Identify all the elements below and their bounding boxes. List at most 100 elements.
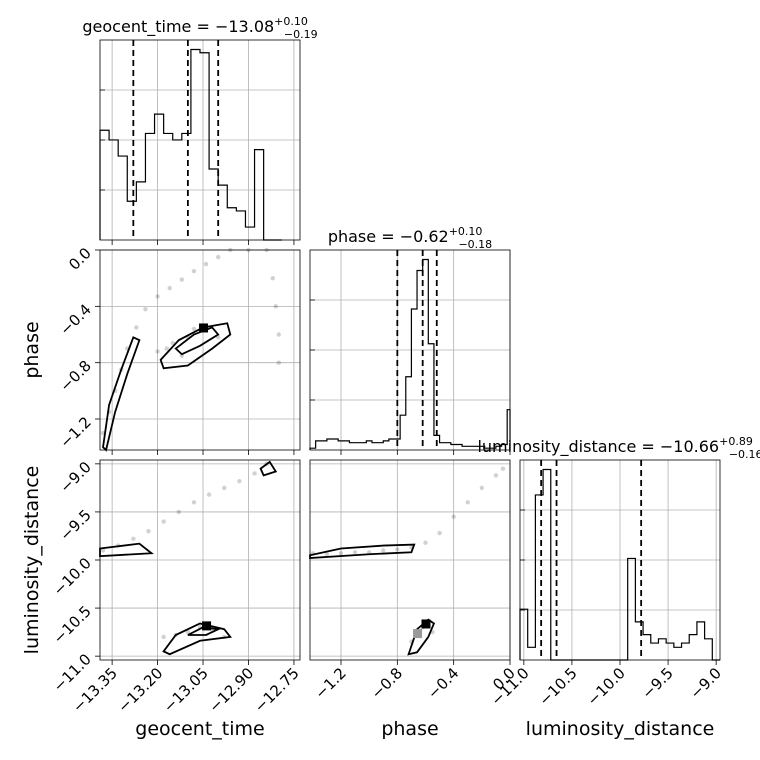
title-lower: −0.19 (284, 28, 318, 41)
y-axis-label-luminosity-distance: luminosity_distance (21, 466, 43, 655)
title-upper: +0.10 (274, 15, 308, 28)
sample-point (131, 536, 136, 542)
sample-point (451, 514, 456, 519)
sample-point (215, 254, 221, 260)
sample-point (161, 634, 166, 640)
sample-point (252, 471, 257, 476)
histogram-geocent_time (99, 48, 282, 241)
contour-tail (102, 336, 141, 452)
histogram-luminosity_distance (519, 468, 720, 661)
sample-point (164, 346, 169, 351)
x-tick-label: −10.5 (536, 664, 581, 709)
y-axis-label-phase: phase (21, 321, 43, 378)
panel-frame (309, 249, 511, 451)
sample-point (338, 551, 344, 556)
panel-luminosity_distance-vs-geocent_time (99, 459, 301, 661)
title-prefix: geocent_time = −13.08 (82, 17, 274, 37)
x-axis-label-luminosity-distance: luminosity_distance (526, 718, 715, 740)
sample-point (381, 548, 386, 553)
sample-point (134, 325, 139, 330)
contour-end (259, 460, 278, 477)
x-tick-label: −0.8 (368, 664, 406, 702)
sample-point (500, 466, 506, 471)
contour-outer (159, 322, 232, 370)
title-lower: −0.16 (729, 448, 760, 461)
title-main: geocent_time = −13.08+0.10 −0.19 (82, 15, 317, 41)
sample-point (167, 285, 172, 291)
sample-point (273, 304, 278, 309)
sample-point (155, 294, 160, 299)
sample-point (276, 332, 281, 337)
y-tick-label: −10.5 (50, 602, 95, 647)
sample-point (479, 485, 485, 491)
title-prefix: luminosity_distance = −10.66 (477, 437, 719, 457)
title-phase: phase = −0.62+0.10 −0.18 (328, 225, 492, 251)
x-tick-label: −9.0 (686, 664, 724, 702)
sample-point (270, 275, 275, 281)
panel-frame (99, 249, 301, 451)
y-tick-label: −10.0 (50, 554, 95, 599)
x-axis-label-geocent-time: geocent_time (135, 718, 264, 740)
sample-point (203, 261, 209, 267)
peak-marker (202, 621, 212, 631)
sample-point (185, 629, 191, 635)
panel-luminosity_distance-vs-phase (309, 459, 511, 661)
title-main: phase = −0.62+0.10 −0.18 (328, 225, 492, 251)
sample-point (465, 500, 470, 505)
panels-layer: −13.35−13.20−13.05−12.90−12.75 −1.2 −0.8 −0… (50, 39, 725, 716)
sample-point (170, 340, 175, 346)
panel-frame (309, 459, 511, 661)
sample-point (437, 530, 442, 536)
sample-point (100, 548, 106, 553)
x-tick-label: −12.75 (251, 664, 303, 716)
title-upper: +0.10 (449, 225, 483, 238)
sample-point (179, 277, 185, 282)
sample-point (352, 550, 358, 555)
sample-point (191, 326, 197, 332)
title-prefix: phase = −0.62 (328, 227, 449, 246)
title-geocent_time: geocent_time = −13.08+0.10 −0.19 (82, 15, 317, 41)
x-tick-label: −13.05 (160, 664, 212, 716)
peak-marker (199, 323, 209, 333)
y-tick-label: −0.4 (56, 300, 94, 338)
sample-point (176, 509, 181, 515)
contour-ridge (309, 543, 416, 560)
y-tick-label: −9.5 (56, 506, 94, 544)
diagonal-panel-geocent_time (99, 39, 301, 241)
sample-point (146, 528, 151, 534)
sample-point (191, 500, 197, 505)
title-luminosity_distance: luminosity_distance = −10.66+0.89 −0.16 (477, 435, 760, 461)
sample-point (161, 519, 166, 524)
sample-point (493, 473, 499, 478)
x-axis-label-phase: phase (381, 718, 438, 740)
y-tick-label: −9.0 (56, 458, 94, 496)
panel-frame (99, 39, 301, 241)
y-tick-label: −1.2 (56, 413, 94, 451)
contour-outer (162, 622, 232, 656)
x-tick-label: −10.0 (584, 664, 629, 709)
sample-point (222, 485, 227, 491)
diagonal-panel-phase (309, 249, 511, 451)
sample-point (423, 540, 428, 545)
x-tick-label: −0.4 (424, 664, 462, 702)
diagonal-panel-luminosity_distance (519, 459, 721, 661)
sample-point (237, 478, 242, 484)
axis-labels-layer: geocent_time phase luminosity_distancephas… (21, 321, 714, 740)
contour-ridge (99, 542, 154, 558)
sample-point (395, 547, 400, 552)
x-tick-label: −12.90 (205, 664, 257, 716)
y-tick-label: −0.8 (56, 357, 94, 395)
sample-point (324, 552, 330, 557)
histogram-phase (309, 258, 511, 450)
sample-point (155, 349, 160, 354)
x-tick-label: −1.2 (311, 664, 349, 702)
sample-point (191, 268, 197, 274)
x-tick-label: −9.5 (638, 664, 676, 702)
title-main: luminosity_distance = −10.66+0.89 −0.16 (477, 435, 760, 461)
y-tick-label: 0.0 (65, 244, 95, 274)
density-cell (413, 629, 423, 639)
contour-inner (187, 626, 222, 636)
contour-inner (174, 326, 220, 356)
